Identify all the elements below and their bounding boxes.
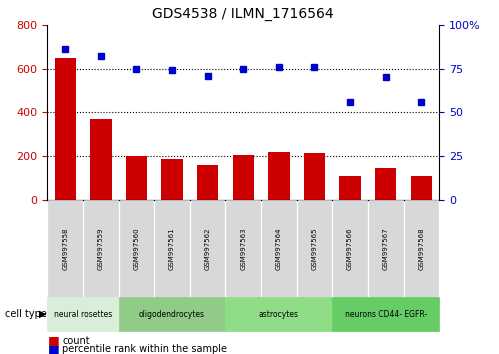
Text: ■: ■ xyxy=(47,334,59,347)
Text: GSM997568: GSM997568 xyxy=(418,227,424,270)
Text: astrocytes: astrocytes xyxy=(259,310,299,319)
Bar xyxy=(375,167,396,200)
Text: neural rosettes: neural rosettes xyxy=(54,310,112,319)
Text: neurons CD44- EGFR-: neurons CD44- EGFR- xyxy=(345,310,427,319)
Text: GSM997560: GSM997560 xyxy=(133,227,139,270)
Text: GSM997563: GSM997563 xyxy=(240,227,247,270)
Text: count: count xyxy=(62,336,90,346)
Bar xyxy=(54,58,76,200)
Text: GSM997562: GSM997562 xyxy=(205,227,211,270)
Text: GSM997561: GSM997561 xyxy=(169,227,175,270)
Text: cell type: cell type xyxy=(5,309,47,319)
Title: GDS4538 / ILMN_1716564: GDS4538 / ILMN_1716564 xyxy=(153,7,334,21)
Text: oligodendrocytes: oligodendrocytes xyxy=(139,310,205,319)
Text: GSM997564: GSM997564 xyxy=(276,227,282,270)
Text: GSM997567: GSM997567 xyxy=(383,227,389,270)
Bar xyxy=(233,155,254,200)
Text: GSM997566: GSM997566 xyxy=(347,227,353,270)
Text: GSM997559: GSM997559 xyxy=(98,227,104,270)
Bar xyxy=(90,119,111,200)
Bar xyxy=(411,176,432,200)
Bar xyxy=(339,176,361,200)
Text: percentile rank within the sample: percentile rank within the sample xyxy=(62,344,228,354)
Text: GSM997565: GSM997565 xyxy=(311,227,317,270)
Bar xyxy=(161,160,183,200)
Bar xyxy=(304,153,325,200)
Text: GSM997558: GSM997558 xyxy=(62,227,68,270)
Text: ■: ■ xyxy=(47,343,59,354)
Bar xyxy=(197,165,219,200)
Bar xyxy=(126,156,147,200)
Bar xyxy=(268,152,289,200)
Text: ▶: ▶ xyxy=(39,309,46,319)
